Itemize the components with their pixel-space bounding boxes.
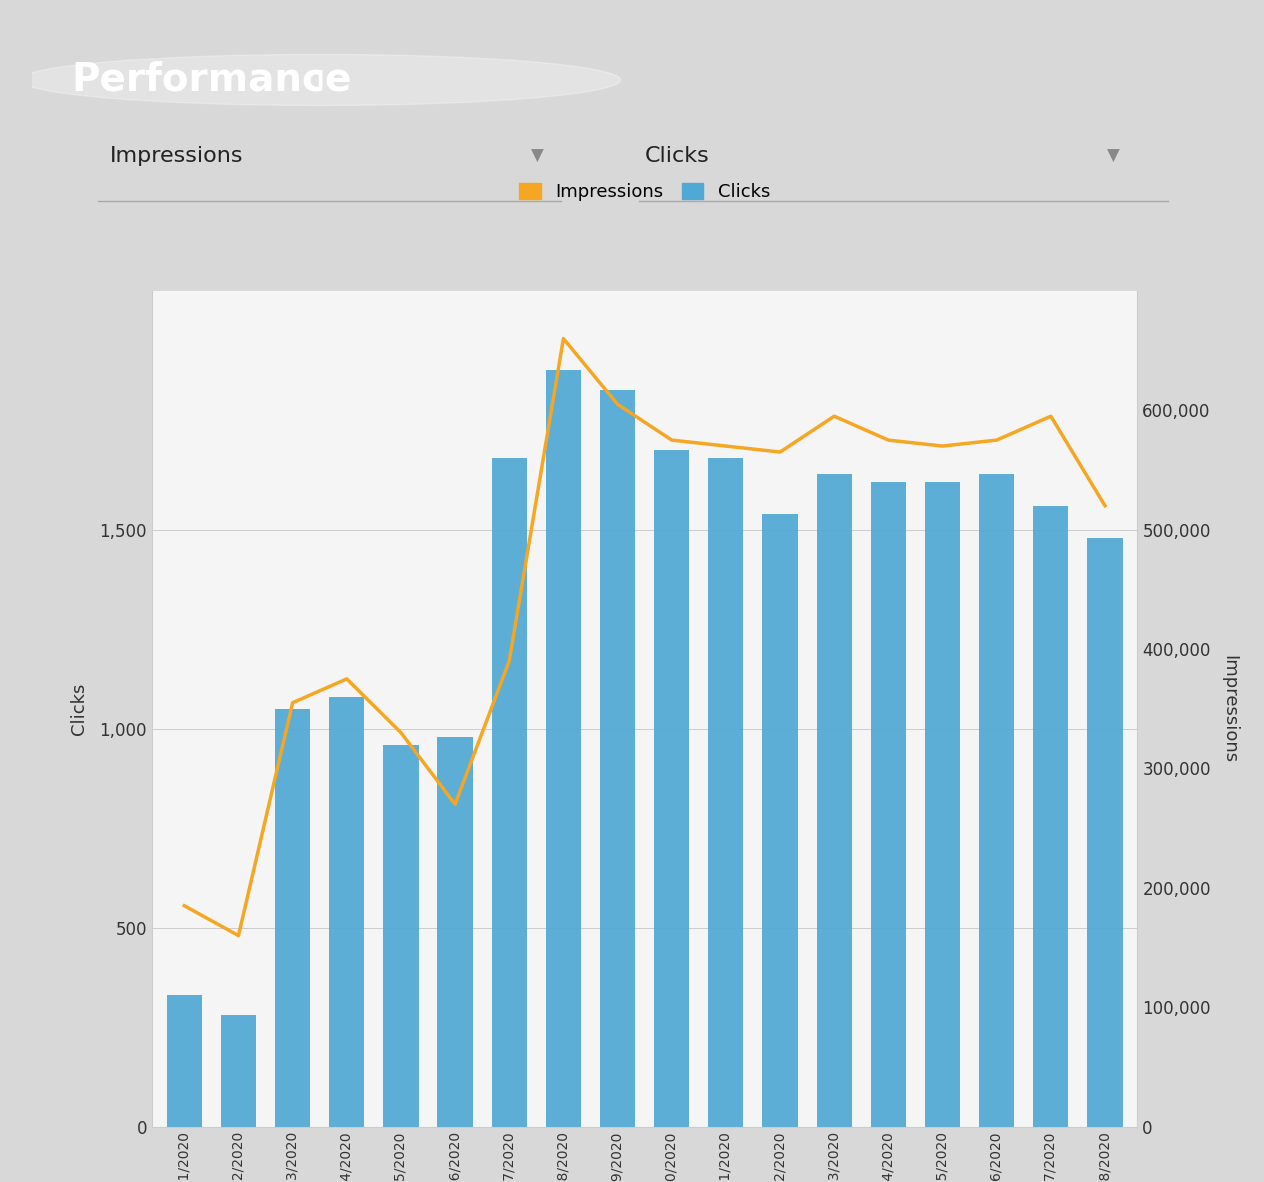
Bar [708,457,743,1126]
Bar [276,709,310,1126]
Text: Performance: Performance [71,61,351,99]
Bar [221,1015,257,1126]
Text: ▼: ▼ [531,147,544,164]
Bar [383,745,418,1126]
Bar [167,995,202,1126]
Text: Impressions: Impressions [110,145,243,165]
Bar [546,370,581,1126]
Text: i: i [316,70,324,90]
Text: ▼: ▼ [1107,147,1120,164]
Bar [762,514,798,1126]
Y-axis label: Clicks: Clicks [71,682,88,735]
Legend: Impressions, Clicks: Impressions, Clicks [520,183,770,201]
Bar [817,474,852,1126]
Bar [871,482,906,1126]
Bar [980,474,1014,1126]
Bar [1033,506,1068,1126]
Bar [655,450,689,1126]
Text: Clicks: Clicks [645,145,709,165]
Bar [329,697,364,1126]
Bar [925,482,961,1126]
Bar [600,390,636,1126]
Bar [1087,538,1122,1126]
Circle shape [19,54,621,105]
Y-axis label: Impressions: Impressions [1221,655,1239,762]
Bar [492,457,527,1126]
Bar [437,736,473,1126]
